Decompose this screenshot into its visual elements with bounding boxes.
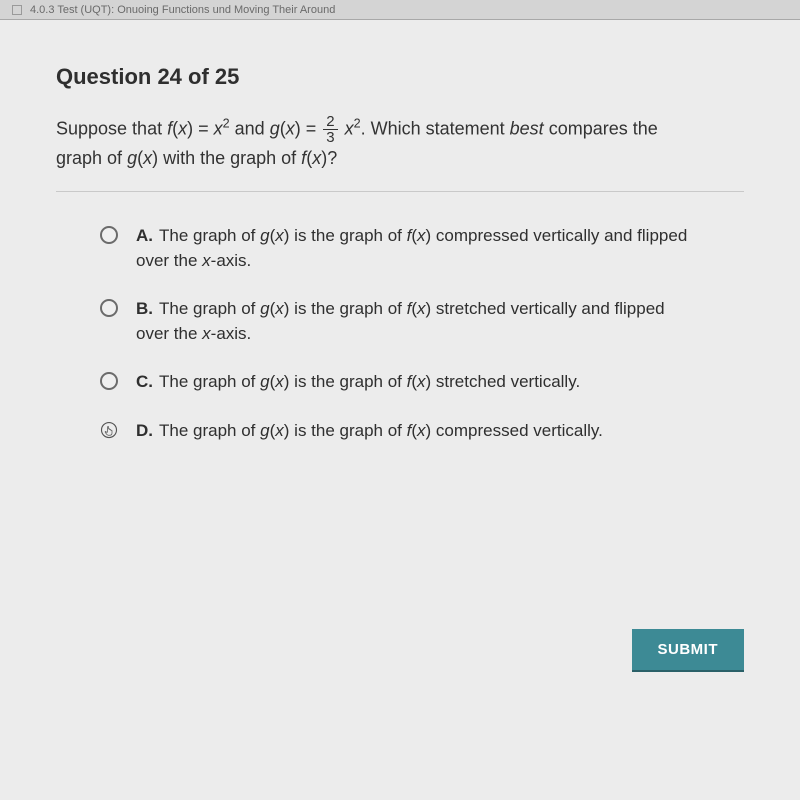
checkbox-icon bbox=[12, 5, 22, 15]
radio-icon[interactable] bbox=[100, 372, 118, 390]
breadcrumb-strip: 4.0.3 Test (UQT): Onuoing Functions und … bbox=[0, 0, 800, 20]
choice-text: A.The graph of g(x) is the graph of f(x)… bbox=[136, 224, 696, 273]
divider bbox=[56, 191, 744, 192]
question-prompt: Suppose that f(x) = x2 and g(x) = 23 x2.… bbox=[56, 114, 744, 173]
submit-button[interactable]: SUBMIT bbox=[632, 629, 745, 670]
fraction: 23 bbox=[323, 114, 337, 145]
hand-cursor-icon bbox=[100, 421, 118, 439]
choice-text: C.The graph of g(x) is the graph of f(x)… bbox=[136, 370, 580, 395]
choice-text: B.The graph of g(x) is the graph of f(x)… bbox=[136, 297, 696, 346]
answer-choices: A.The graph of g(x) is the graph of f(x)… bbox=[56, 224, 744, 444]
question-panel: Question 24 of 25 Suppose that f(x) = x2… bbox=[0, 20, 800, 800]
breadcrumb-text: 4.0.3 Test (UQT): Onuoing Functions und … bbox=[30, 4, 335, 16]
choice-d[interactable]: D.The graph of g(x) is the graph of f(x)… bbox=[100, 419, 744, 444]
radio-icon[interactable] bbox=[100, 226, 118, 244]
question-number: Question 24 of 25 bbox=[56, 64, 744, 90]
choice-a[interactable]: A.The graph of g(x) is the graph of f(x)… bbox=[100, 224, 744, 273]
choice-c[interactable]: C.The graph of g(x) is the graph of f(x)… bbox=[100, 370, 744, 395]
choice-b[interactable]: B.The graph of g(x) is the graph of f(x)… bbox=[100, 297, 744, 346]
radio-icon[interactable] bbox=[100, 299, 118, 317]
choice-text: D.The graph of g(x) is the graph of f(x)… bbox=[136, 419, 603, 444]
